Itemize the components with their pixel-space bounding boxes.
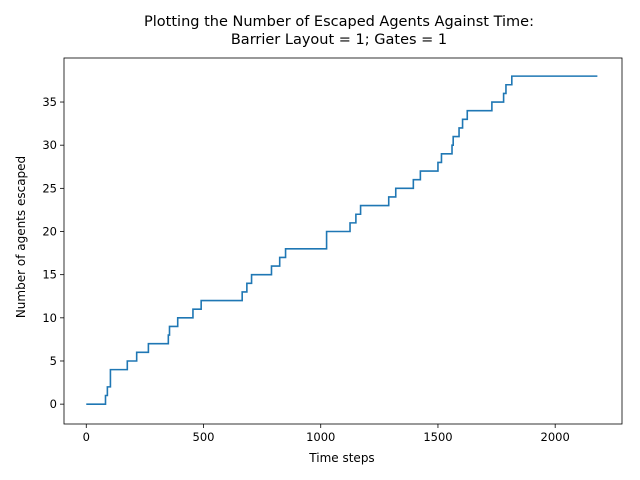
axes-frame — [63, 57, 623, 425]
y-axis-label: Number of agents escaped — [14, 156, 28, 318]
y-tick-label-4: 20 — [42, 225, 57, 239]
y-tick-label-1: 5 — [50, 354, 57, 368]
x-tick-label-1: 500 — [193, 430, 215, 444]
y-tick-label-3: 15 — [42, 268, 57, 282]
x-tick-label-2: 1000 — [306, 430, 335, 444]
x-tick-label-0: 0 — [83, 430, 90, 444]
chart-title-line-1: Plotting the Number of Escaped Agents Ag… — [144, 14, 534, 30]
y-tick-label-5: 25 — [42, 181, 57, 195]
x-axis-label: Time steps — [308, 451, 374, 465]
chart-title-line-2: Barrier Layout = 1; Gates = 1 — [231, 32, 447, 48]
y-tick-label-2: 10 — [42, 311, 57, 325]
y-tick-label-7: 35 — [42, 95, 57, 109]
x-tick-label-4: 2000 — [541, 430, 570, 444]
y-tick-label-6: 30 — [42, 138, 57, 152]
x-tick-label-3: 1500 — [423, 430, 452, 444]
series-line-0 — [86, 75, 598, 405]
plot-area: 0 500 1000 1500 2000 0 5 10 15 20 25 30 35 — [42, 57, 623, 444]
y-tick-label-0: 0 — [50, 397, 57, 411]
